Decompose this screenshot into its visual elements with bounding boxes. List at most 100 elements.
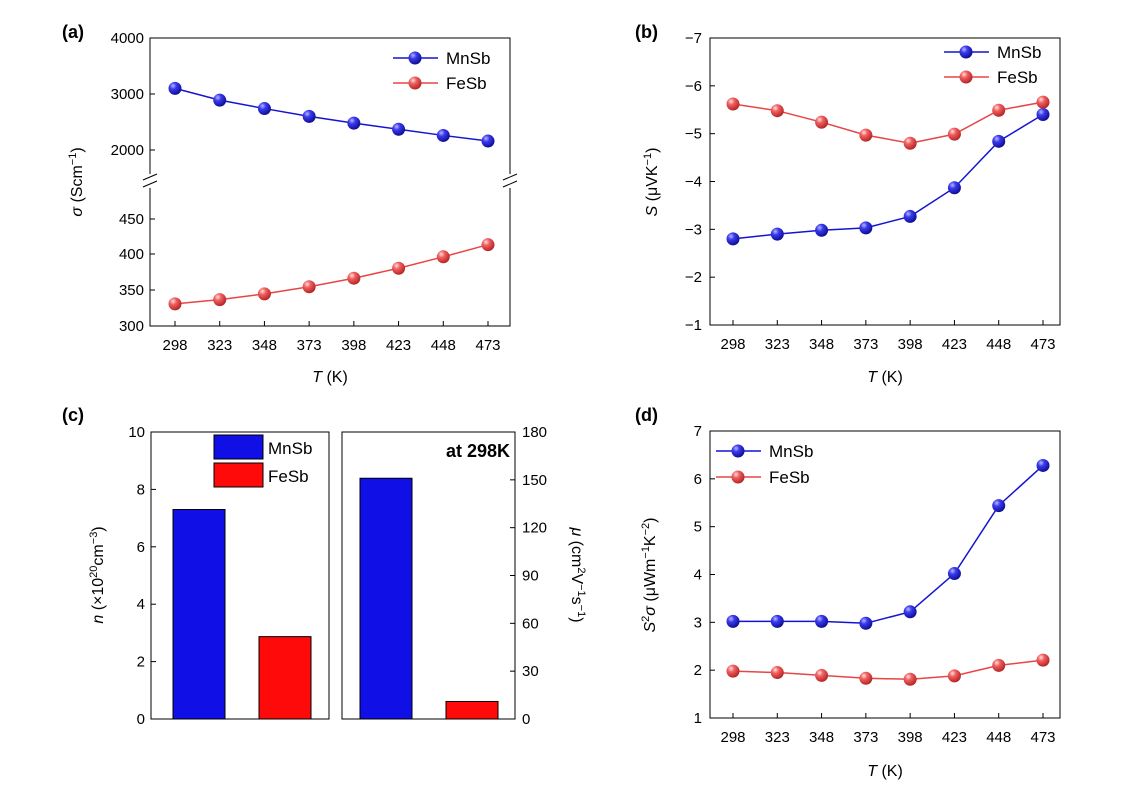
legend-label-fesb: FeSb — [268, 467, 309, 486]
panel-d-point-mnsb — [1036, 458, 1050, 472]
panel-b-x-tick-label: 298 — [720, 336, 745, 353]
panel-a-y-close: ) — [69, 147, 86, 152]
panel-b-x-tick-label: 473 — [1030, 336, 1055, 353]
panel-a-x-tick-label: 323 — [207, 337, 232, 354]
panel-c-left-frame — [150, 431, 330, 720]
panel-d-y-var2: σ — [642, 605, 659, 616]
panel-b-y-tick-label: −1 — [685, 317, 702, 334]
panel-c-left-y-tick-label: 0 — [137, 711, 145, 728]
panel-d-x-tick-label: 373 — [853, 729, 878, 746]
panel-c-right-y-axis-label: μ (cm2V−1s−1) — [568, 526, 587, 622]
panel-b-y-var: S — [644, 205, 661, 216]
panel-b-y-axis-label: S (μVK−1) — [642, 148, 661, 217]
panel-d-x-tick-label: 473 — [1030, 729, 1055, 746]
panel-d-label: (d) — [635, 405, 658, 425]
panel-b-y-tick-label: −6 — [685, 78, 702, 95]
panel-d: (d) 1 2 3 4 5 6 7 298 323 348 373 398 423 448 473 T (… — [635, 405, 1061, 780]
legend-marker-fesb — [731, 470, 745, 484]
panel-d-point-fesb — [726, 664, 740, 678]
panel-d-point-mnsb — [815, 614, 829, 628]
panel-d-point-fesb — [947, 669, 961, 683]
panel-d-y-close: ) — [642, 518, 659, 523]
panel-c-left-y-unit: (×10 — [90, 578, 107, 615]
panel-c-bars — [172, 477, 499, 720]
panel-c-left-y-sup2: −3 — [88, 532, 100, 545]
panel-a-y-var: σ — [69, 206, 86, 217]
panel-b-x-tick-label: 373 — [853, 336, 878, 353]
panel-c-right-y-tick-label: 0 — [522, 711, 530, 728]
panel-d-y-var: S — [642, 621, 659, 632]
panel-d-point-mnsb — [903, 605, 917, 619]
panel-a-x-axis-label: T (K) — [312, 369, 348, 386]
panel-c: (c) 0 2 4 6 8 10 0 30 60 90 120 150 180 at 298K n (… — [62, 405, 587, 728]
panel-a-y-sup: −1 — [67, 153, 79, 166]
panel-a: (a) 4000 3000 2000 450 400 350 300 298 32… — [62, 22, 518, 386]
panel-b-legend: MnSb FeSb — [944, 43, 1041, 87]
panel-a-point-fesb — [168, 297, 182, 311]
panel-d-y-tick-label: 5 — [694, 519, 702, 536]
panel-c-left-y-ticks: 0 2 4 6 8 10 — [128, 424, 156, 728]
panel-a-break-mask-right — [503, 174, 517, 188]
panel-a-point-fesb — [392, 261, 406, 275]
panel-c-note: at 298K — [446, 441, 510, 461]
panel-b-y-ticks: −1 −2 −3 −4 −5 −6 −7 — [685, 30, 715, 334]
panel-a-x-tick-label: 473 — [475, 337, 500, 354]
panel-d-y-axis-label: S2σ (μWm−1K−2) — [640, 518, 659, 633]
panel-d-y-tick-label: 3 — [694, 614, 702, 631]
panel-b-point-fesb — [992, 103, 1006, 117]
panel-a-point-fesb — [213, 293, 227, 307]
panel-c-right-y-unit: (cm — [568, 536, 585, 567]
legend-marker-mnsb — [731, 444, 745, 458]
legend-label-mnsb: MnSb — [997, 43, 1041, 62]
panel-d-x-tick-label: 448 — [986, 729, 1011, 746]
panel-a-point-fesb — [347, 271, 361, 285]
panel-a-x-tick-label: 398 — [341, 337, 366, 354]
panel-a-lower-tick-label: 350 — [119, 282, 144, 299]
panel-c-left-y-tick-label: 8 — [137, 481, 145, 498]
panel-d-y-sup: −1 — [640, 546, 652, 559]
panel-c-left-y-mid: cm — [90, 544, 107, 565]
legend-label-mnsb: MnSb — [446, 49, 490, 68]
panel-c-right-bar-fesb — [445, 700, 499, 720]
panel-c-right-y-ticks: 0 30 60 90 120 150 180 — [510, 424, 547, 728]
panel-a-lower-tick-label: 400 — [119, 246, 144, 263]
panel-c-left-bar-fesb — [258, 636, 312, 720]
panel-c-right-y-tick-label: 120 — [522, 520, 547, 537]
panel-b-point-fesb — [903, 136, 917, 150]
panel-a-series — [168, 81, 495, 311]
panel-a-lower-tick-label: 450 — [119, 211, 144, 228]
panel-d-point-fesb — [1036, 653, 1050, 667]
panel-a-x-var: T — [312, 369, 323, 386]
panel-c-left-bar-mnsb — [172, 508, 226, 720]
panel-a-label: (a) — [62, 22, 84, 42]
panel-c-right-y-close: ) — [568, 617, 585, 622]
panel-c-left-y-tick-label: 6 — [137, 539, 145, 556]
panel-d-point-mnsb — [992, 499, 1006, 513]
panel-b-point-mnsb — [770, 227, 784, 241]
panel-d-x-tick-label: 298 — [720, 729, 745, 746]
panel-a-point-mnsb — [436, 128, 450, 142]
legend-swatch-mnsb — [213, 434, 264, 460]
panel-a-y-unit: (Scm — [69, 165, 86, 207]
panel-a-y-axis-label: σ (Scm−1) — [67, 147, 86, 216]
panel-c-left-y-var: n — [90, 615, 107, 624]
panel-c-legend: MnSb FeSb — [213, 434, 312, 488]
panel-b-y-tick-label: −2 — [685, 269, 702, 286]
panel-b-line-mnsb — [732, 113, 1044, 240]
panel-b-y-unit: (μVK — [644, 165, 661, 206]
panel-c-right-y-tick-label: 30 — [522, 663, 539, 680]
panel-c-right-y-var: μ — [568, 526, 585, 536]
panel-a-break-mark-right-1 — [502, 173, 518, 181]
panel-d-point-mnsb — [947, 567, 961, 581]
panel-c-right-y-sup3: −1 — [575, 605, 587, 618]
panel-d-x-tick-label: 348 — [809, 729, 834, 746]
panel-c-left-y-sup1: 20 — [88, 566, 100, 578]
panel-b-line-fesb — [732, 101, 1044, 144]
panel-a-point-mnsb — [481, 134, 495, 148]
legend-label-fesb: FeSb — [446, 74, 487, 93]
panel-d-line-mnsb — [733, 464, 1044, 625]
panel-c-right-y-tick-label: 60 — [522, 615, 539, 632]
legend-label-mnsb: MnSb — [268, 439, 312, 458]
panel-b-x-var: T — [867, 369, 878, 386]
panel-d-y-tick-label: 4 — [694, 567, 702, 584]
